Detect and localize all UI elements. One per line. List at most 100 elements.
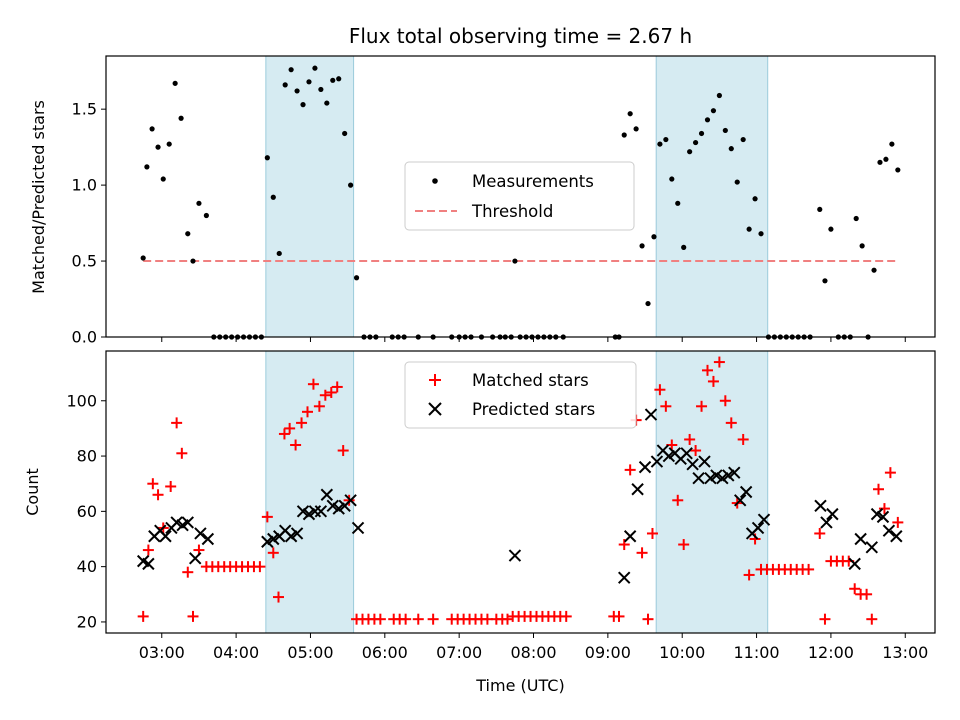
measurement-point xyxy=(172,80,178,86)
measurement-point xyxy=(342,130,348,137)
predicted-star-point xyxy=(194,527,207,540)
measurement-point xyxy=(853,215,859,222)
matched-star-point xyxy=(696,400,708,412)
matched-star-point xyxy=(331,381,343,393)
bottom-x-axis: 03:00 04:00 05:00 06:00 07:00 08:00 09:00 10:00… xyxy=(139,633,928,662)
matched-star-point xyxy=(636,547,648,559)
predicted-star-point xyxy=(159,530,172,543)
matched-star-point xyxy=(861,588,873,600)
matched-star-point xyxy=(737,433,749,445)
matched-star-point xyxy=(878,503,890,515)
predicted-star-point xyxy=(890,530,903,543)
bottom-axes-frame xyxy=(105,350,936,634)
predicted-star-point xyxy=(181,516,194,529)
measurement-point xyxy=(166,141,172,147)
matched-star-point xyxy=(187,610,199,622)
top-axes-frame xyxy=(105,55,936,338)
bottom-shaded-spans xyxy=(265,350,769,634)
matched-star-point xyxy=(707,375,719,387)
legend-predicted-marker xyxy=(428,402,442,416)
matched-star-point xyxy=(412,613,424,625)
matched-star-point xyxy=(427,613,439,625)
matched-star-point xyxy=(803,563,815,575)
predicted-star-point xyxy=(351,521,365,535)
measurement-point xyxy=(306,79,312,85)
measurement-point xyxy=(687,149,693,155)
predicted-star-point xyxy=(848,557,861,571)
predicted-star-point xyxy=(314,505,328,518)
matched-star-point xyxy=(254,561,266,573)
measurement-point xyxy=(710,108,717,114)
measurement-point xyxy=(627,111,633,117)
measurement-point xyxy=(312,65,318,71)
bottom-x-tick-label: 12:00 xyxy=(808,643,854,662)
measurement-point xyxy=(324,100,330,106)
predicted-star-point xyxy=(290,527,304,540)
measurement-point xyxy=(300,102,306,108)
matched-star-point xyxy=(400,613,412,625)
bottom-x-tick-label: 06:00 xyxy=(362,643,408,662)
measurement-point xyxy=(348,182,354,188)
predicted-star-point xyxy=(854,532,867,546)
predicted-star-point xyxy=(876,510,890,524)
measurement-point xyxy=(353,275,360,281)
predicted-star-point xyxy=(650,455,664,468)
measurement-point xyxy=(663,136,669,143)
legend-measurements-marker xyxy=(432,178,438,184)
matched-star-point xyxy=(325,386,337,398)
measurement-point xyxy=(828,226,834,232)
matched-star-point xyxy=(267,547,279,559)
top-y-tick-label: 1.5 xyxy=(72,100,97,119)
measurement-point xyxy=(895,167,901,173)
matched-star-point xyxy=(660,400,672,412)
top-legend: Measurements Threshold xyxy=(404,161,635,231)
measurement-point xyxy=(621,132,627,138)
measurement-point xyxy=(889,141,895,147)
matched-star-point xyxy=(165,480,177,492)
predicted-star-point xyxy=(631,483,644,496)
measurement-point xyxy=(264,155,270,161)
predicted-star-point xyxy=(623,530,637,543)
bottom-y-axis: 20 40 60 80 100 xyxy=(66,391,106,631)
matched-star-point xyxy=(701,364,713,376)
matched-star-point xyxy=(301,406,313,418)
top-y-tick-label: 1.0 xyxy=(72,176,97,195)
measurement-point xyxy=(877,159,883,165)
measurement-point xyxy=(144,164,150,170)
measurement-point xyxy=(728,146,734,152)
matched-star-point xyxy=(618,539,630,551)
measurement-point xyxy=(633,126,639,132)
measurement-point xyxy=(178,115,184,121)
measurement-point xyxy=(822,278,828,284)
matched-star-point xyxy=(261,511,273,523)
measurement-point xyxy=(651,234,657,240)
measurement-point xyxy=(740,136,746,143)
measurement-point xyxy=(698,130,705,137)
bottom-y-tick-label: 80 xyxy=(77,447,97,466)
matched-star-point xyxy=(501,613,513,625)
matched-star-point xyxy=(142,544,154,556)
legend-matched-label: Matched stars xyxy=(472,371,589,390)
predicted-star-point xyxy=(757,513,771,526)
measurement-point xyxy=(758,231,764,237)
legend-threshold-label: Threshold xyxy=(471,202,553,221)
predicted-star-point xyxy=(692,471,705,485)
measurement-point xyxy=(282,82,288,88)
matched-star-point xyxy=(624,464,636,476)
measurement-point xyxy=(734,179,740,185)
measurement-point xyxy=(645,300,651,307)
bottom-shaded-span-0 xyxy=(265,350,355,634)
matched-star-point xyxy=(654,384,666,396)
predicted-star-point xyxy=(739,485,753,499)
measurement-point xyxy=(675,200,681,206)
matched-star-point xyxy=(849,583,861,595)
predicted-star-point xyxy=(201,532,215,546)
matched-star-point xyxy=(814,527,826,539)
measurement-point xyxy=(692,139,699,146)
chart-title: Flux total observing time = 2.67 h xyxy=(349,24,692,48)
measurement-point xyxy=(746,226,752,232)
matched-star-point xyxy=(613,610,625,622)
predicted-star-point xyxy=(814,499,827,513)
measurement-point xyxy=(639,243,645,249)
measurement-point xyxy=(859,243,865,249)
